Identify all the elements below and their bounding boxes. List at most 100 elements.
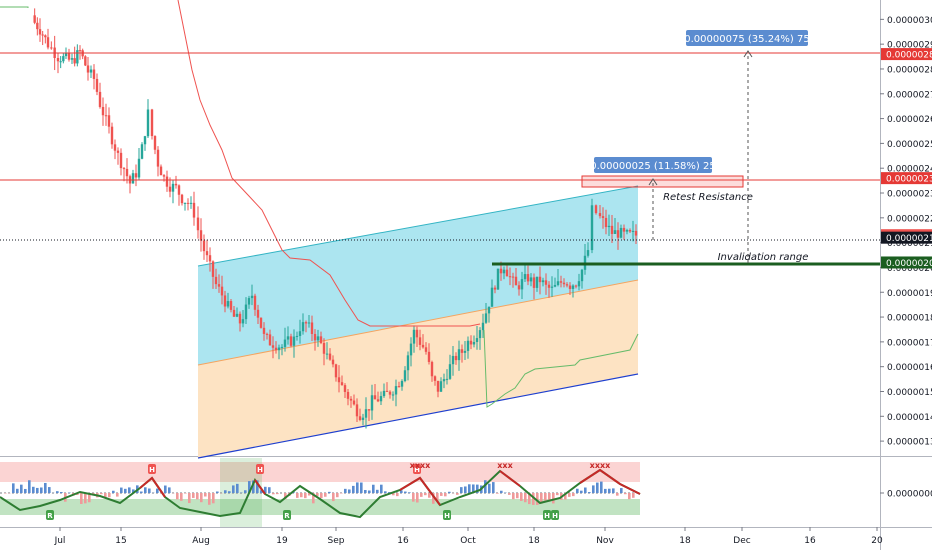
candle-body	[89, 69, 93, 73]
candle-body	[562, 282, 566, 285]
osc-histogram-bar	[444, 493, 447, 497]
candle-body	[571, 285, 575, 289]
osc-oversold-zone	[0, 499, 640, 515]
candle-body	[177, 185, 181, 195]
osc-histogram-bar	[252, 480, 255, 493]
osc-histogram-bar	[248, 481, 251, 493]
candle-body	[445, 378, 449, 380]
osc-histogram-bar	[564, 493, 567, 500]
osc-histogram-bar	[432, 493, 435, 504]
candle-body	[229, 301, 233, 310]
candle-body	[601, 216, 605, 218]
candle-body	[199, 230, 203, 241]
osc-histogram-bar	[632, 493, 635, 498]
osc-histogram-bar	[284, 493, 287, 500]
osc-histogram-bar	[600, 481, 603, 493]
candle-body	[220, 286, 224, 296]
candles	[33, 8, 638, 429]
osc-histogram-bar	[180, 493, 183, 501]
osc-top-marker: xxxx	[410, 461, 431, 470]
osc-histogram-bar	[424, 493, 427, 496]
channel-bottom-line	[197, 373, 639, 459]
candle-body	[594, 205, 598, 214]
osc-bottom-marker-bg	[46, 510, 54, 520]
candle-body	[397, 386, 401, 388]
candle-body	[505, 269, 509, 277]
osc-histogram-bar	[272, 493, 275, 495]
candle-body	[38, 29, 42, 35]
overlays: 0.00000025 (11.58%) 25 0.00000075 (35.24%…	[0, 0, 880, 408]
osc-histogram-bar	[588, 492, 591, 493]
candle-body	[370, 395, 374, 411]
candle-body	[268, 334, 272, 346]
candle-body	[547, 284, 551, 288]
channel-top-line	[197, 185, 639, 267]
osc-histogram-bar	[264, 486, 267, 493]
candle-body	[64, 53, 68, 57]
osc-histogram-bar	[148, 488, 151, 493]
osc-histogram-bar	[324, 493, 327, 497]
candle-body	[223, 295, 227, 307]
candle-body	[580, 269, 584, 282]
candle-body	[403, 370, 407, 382]
candle-body	[442, 379, 446, 382]
candle-body	[56, 58, 60, 62]
candle-body	[415, 329, 419, 338]
candle-body	[364, 409, 368, 418]
osc-histogram-bar	[616, 493, 619, 496]
osc-histogram-bar	[484, 480, 487, 493]
osc-histogram-bar	[40, 487, 43, 493]
price-tick-label: 0.00000220	[887, 214, 932, 224]
candle-body	[86, 65, 90, 73]
price-tick-label: 0.00000300	[887, 16, 932, 26]
osc-histogram-bar	[476, 484, 479, 493]
candle-body	[44, 35, 47, 38]
osc-histogram-bar	[328, 491, 331, 493]
candle-body	[577, 281, 581, 287]
osc-histogram-bar	[208, 493, 211, 505]
osc-histogram-bar	[540, 493, 543, 504]
candle-body	[418, 337, 422, 345]
candle-body	[116, 150, 120, 153]
candle-body	[472, 341, 476, 345]
candle-body	[475, 338, 479, 342]
candle-body	[150, 109, 154, 137]
candle-body	[283, 339, 287, 347]
price-channel	[197, 185, 639, 459]
osc-histogram-bar	[228, 491, 231, 493]
osc-histogram-bar	[192, 493, 195, 498]
candle-body	[110, 126, 114, 145]
candle-body	[334, 364, 338, 378]
candle-body	[76, 50, 79, 64]
target2-label-bg	[686, 30, 808, 46]
time-axis[interactable]: Jul 15 Aug 19 Sep 16 Oct 18 Nov 18 Dec 16 20	[54, 527, 883, 546]
candle-body	[568, 285, 572, 289]
osc-histogram-bar	[516, 493, 519, 499]
candle-body	[244, 304, 248, 320]
osc-axis-label: 0.00000000	[887, 490, 932, 500]
osc-histogram-bar	[144, 487, 147, 493]
osc-histogram-bar	[68, 492, 71, 493]
price-tag-label: 0.00000286	[886, 51, 932, 61]
candle-body	[427, 351, 431, 362]
candle-body	[78, 50, 82, 52]
osc-histogram-bar	[124, 488, 127, 493]
price-tick-label: 0.00000250	[887, 140, 932, 150]
candle-body	[616, 230, 620, 238]
osc-histogram-bar	[188, 493, 191, 504]
candle-body	[192, 202, 196, 218]
candle-body	[394, 386, 398, 395]
time-tick-label: Nov	[596, 536, 614, 546]
candle-body	[355, 404, 359, 417]
osc-histogram-bar	[312, 493, 315, 504]
osc-bottom-marker: R	[47, 512, 53, 520]
osc-histogram-bar	[112, 490, 115, 493]
candle-body	[67, 53, 71, 60]
candle-body	[84, 56, 87, 66]
osc-histogram-bar	[44, 482, 47, 493]
candle-body	[232, 309, 236, 317]
candle-body	[487, 306, 491, 314]
